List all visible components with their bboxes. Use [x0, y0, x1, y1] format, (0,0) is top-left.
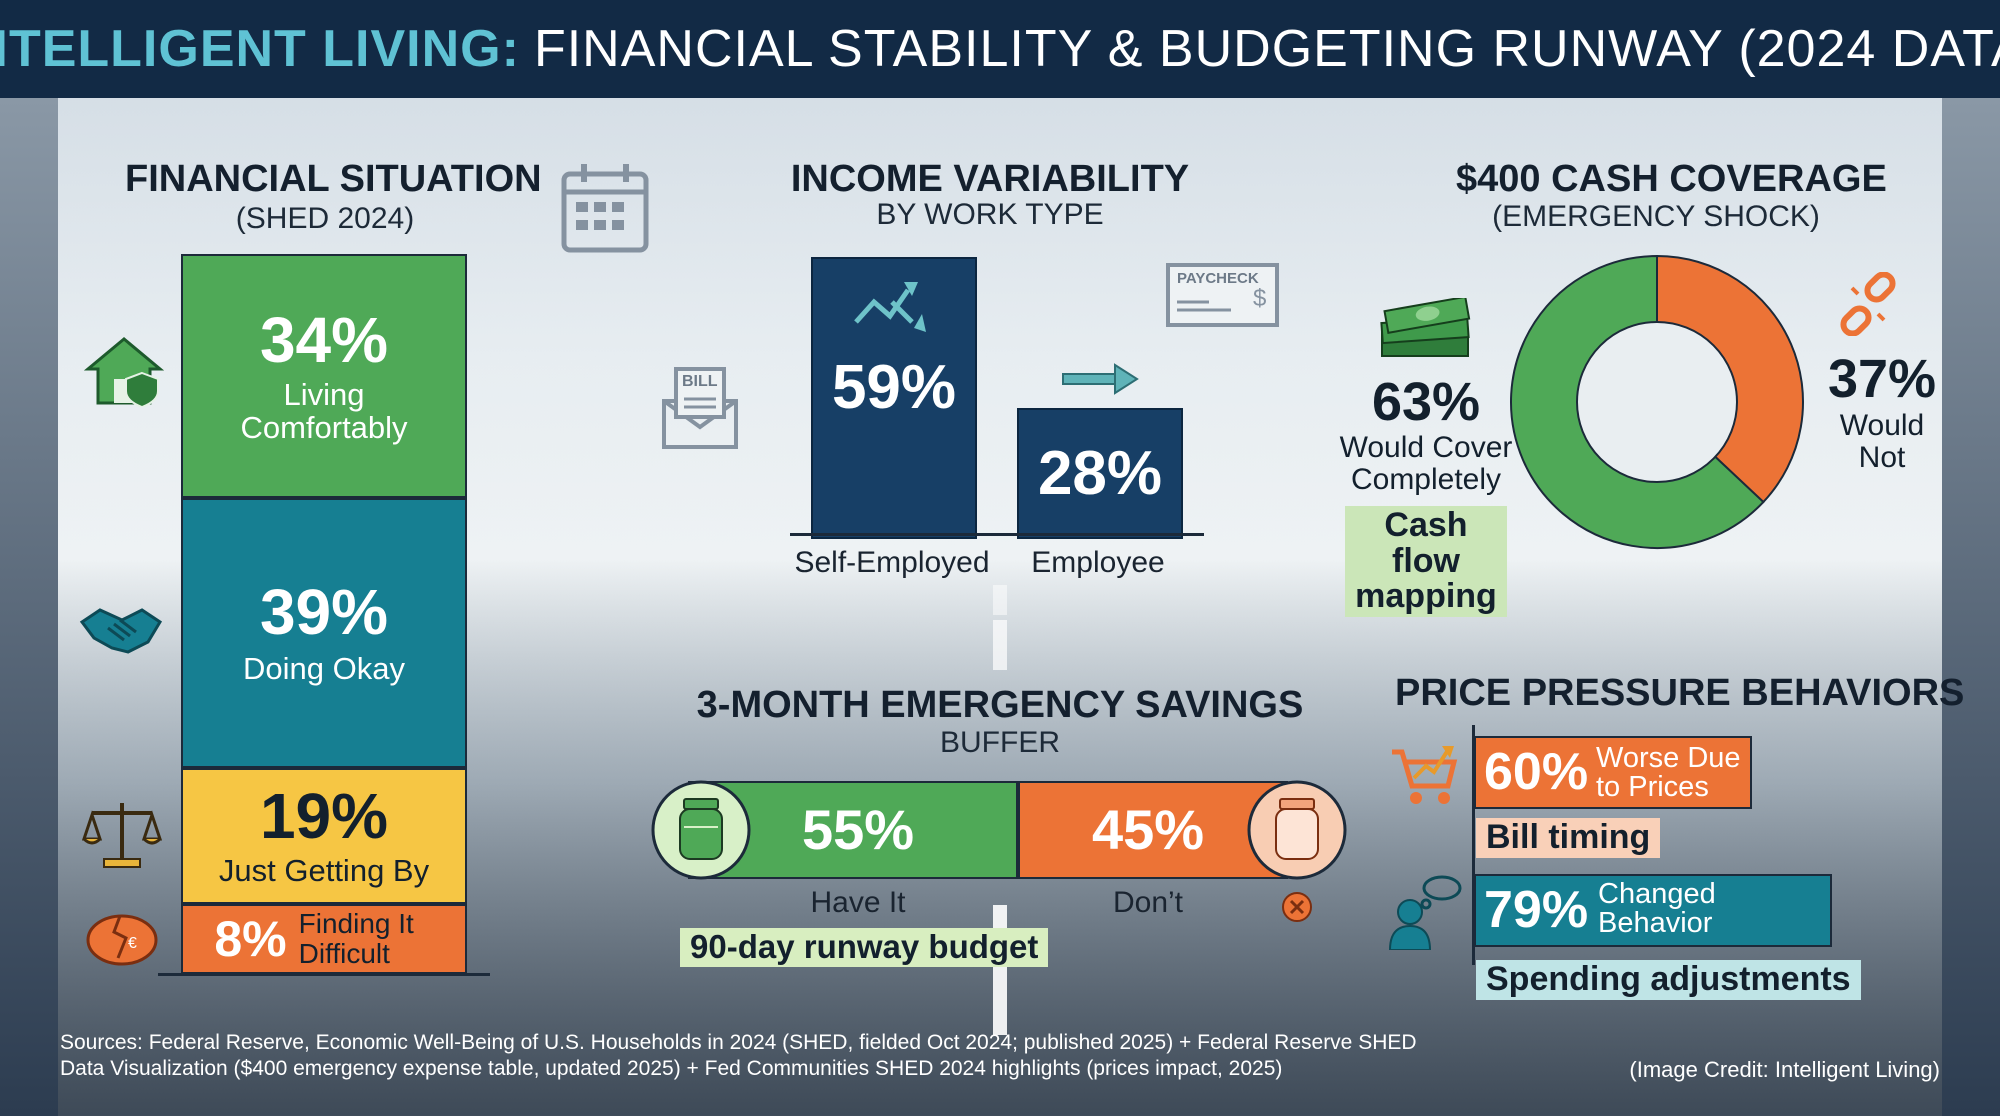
paycheck-label: PAYCHECK — [1177, 270, 1259, 287]
axis-label-self-employed: Self-Employed — [794, 546, 990, 579]
income-axis-line — [790, 533, 1204, 536]
bar-value-self-employed: 59% — [831, 353, 957, 422]
paycheck-icon: $ PAYCHECK — [1165, 262, 1280, 328]
empty-jar-icon — [1247, 780, 1347, 880]
cash-coverage-subtitle: (EMERGENCY SHOCK) — [1492, 200, 1820, 233]
not-cover-label: Would Not — [1839, 409, 1925, 475]
cover-label: Would Cover Completely — [1339, 431, 1513, 497]
bill-timing-tag: Bill timing — [1476, 818, 1661, 858]
right-arrow-icon — [1062, 363, 1139, 395]
dont-label: Don’t — [1112, 886, 1184, 919]
income-variability-title: INCOME VARIABILITY — [790, 158, 1190, 200]
sources-note: Sources: Federal Reserve, Economic Well-… — [60, 1030, 1417, 1083]
bar-employee — [1017, 408, 1183, 539]
sources-line-1: Sources: Federal Reserve, Economic Well-… — [60, 1031, 1417, 1054]
segment-just-getting-by: 19% Just Getting By — [181, 768, 467, 904]
emergency-savings-title: 3-MONTH EMERGENCY SAVINGS — [696, 684, 1304, 726]
have-value: 55% — [801, 798, 915, 861]
not-cover-value: 37% — [1827, 349, 1937, 409]
segment-value: 34% — [259, 303, 389, 376]
axis-label-employee: Employee — [1031, 546, 1165, 579]
segment-value: 19% — [259, 780, 389, 853]
road-center-line — [993, 905, 1007, 1035]
price-pressure-title: PRICE PRESSURE BEHAVIORS — [1395, 672, 1965, 714]
changed-value: 79% — [1484, 881, 1589, 939]
road-center-line — [993, 620, 1007, 670]
scales-icon — [82, 803, 162, 868]
changed-label: Changed Behavior — [1598, 878, 1716, 939]
segment-finding-difficult: 8% Finding It Difficult — [181, 904, 467, 974]
spending-adjustments-tag: Spending adjustments — [1476, 960, 1861, 1000]
broken-piggy-icon: € — [86, 914, 158, 966]
svg-text:$: $ — [1253, 285, 1266, 312]
page-title: FINANCIAL STABILITY & BUDGETING RUNWAY (… — [533, 20, 2000, 78]
financial-situation-subtitle: (SHED 2024) — [235, 202, 415, 235]
bill-label: BILL — [682, 373, 718, 390]
savings-dont-bar — [1018, 781, 1288, 879]
price-bar-changed — [1474, 874, 1832, 947]
cash-flow-mapping-tag: Cash flow mapping — [1345, 506, 1507, 618]
broken-chain-icon — [1840, 272, 1896, 336]
segment-doing-okay: 39% Doing Okay — [181, 498, 467, 768]
worse-label: Worse Due to Prices — [1596, 742, 1741, 803]
segment-living-comfortably: 34% Living Comfortably — [181, 254, 467, 498]
segment-value: 8% — [214, 911, 287, 967]
shopping-cart-icon — [1392, 746, 1458, 804]
segment-value: 39% — [259, 576, 389, 649]
image-credit: (Image Credit: Intelligent Living) — [1629, 1057, 1940, 1082]
income-variability-subtitle: BY WORK TYPE — [876, 198, 1104, 231]
road-center-line — [993, 585, 1007, 615]
svg-text:€: € — [128, 935, 137, 952]
left-frame — [0, 98, 58, 1116]
handshake-icon — [79, 608, 163, 654]
segment-label: Living Comfortably — [240, 376, 408, 445]
segment-label: Finding It Difficult — [298, 907, 414, 969]
trend-arrows-icon — [854, 282, 926, 332]
cover-value: 63% — [1371, 372, 1481, 432]
segment-label: Just Getting By — [218, 853, 430, 889]
cash-coverage-title: $400 CASH COVERAGE — [1456, 158, 1887, 200]
calendar-icon — [561, 164, 649, 253]
header-banner: INTELLIGENT LIVING: FINANCIAL STABILITY … — [0, 0, 2000, 98]
bill-envelope-icon: BILL — [660, 365, 740, 451]
worse-value: 60% — [1484, 743, 1589, 801]
house-shield-icon — [84, 337, 164, 407]
sources-line-2: Data Visualization ($400 emergency expen… — [60, 1057, 1283, 1081]
dont-value: 45% — [1091, 798, 1205, 861]
thinking-person-icon — [1388, 875, 1462, 950]
price-axis-line — [1472, 725, 1475, 965]
cash-stack-icon — [1380, 298, 1471, 357]
full-jar-icon — [651, 780, 751, 880]
financial-situation-title: FINANCIAL SITUATION — [125, 158, 542, 200]
cash-coverage-donut — [1510, 254, 1804, 549]
close-circle-icon — [1282, 892, 1312, 922]
price-bar-worse — [1474, 736, 1752, 809]
right-frame — [1942, 98, 2000, 1116]
financial-axis-line — [158, 973, 490, 976]
have-label: Have It — [810, 886, 906, 919]
emergency-savings-subtitle: BUFFER — [940, 726, 1060, 759]
runway-budget-tag: 90-day runway budget — [680, 928, 1049, 967]
brand-title: INTELLIGENT LIVING: — [0, 20, 520, 78]
bar-value-employee: 28% — [1037, 439, 1163, 508]
segment-label: Doing Okay — [243, 651, 405, 687]
